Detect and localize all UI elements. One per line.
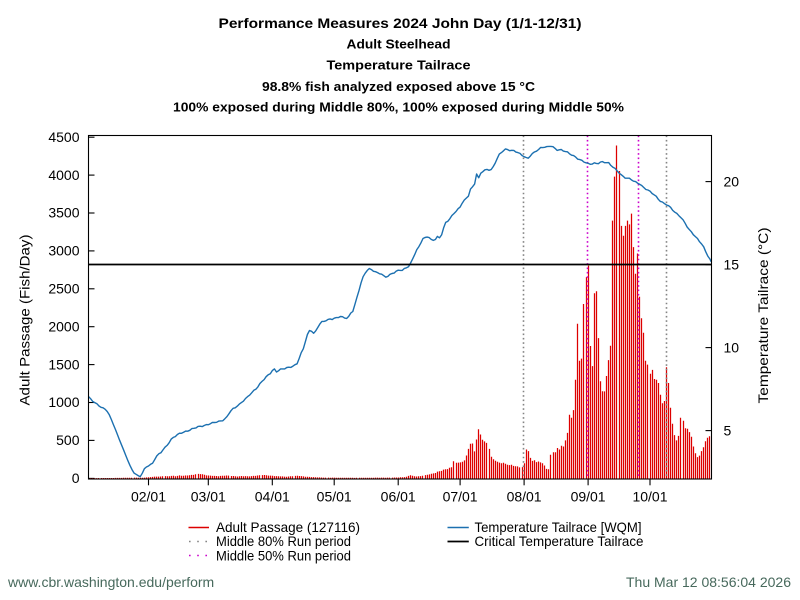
- svg-text:08/01: 08/01: [507, 488, 542, 504]
- svg-text:www.cbr.washington.edu/perform: www.cbr.washington.edu/perform: [7, 574, 214, 590]
- svg-text:Performance Measures 2024 John: Performance Measures 2024 John Day (1/1-…: [219, 15, 582, 31]
- svg-text:Temperature Tailrace [WQM]: Temperature Tailrace [WQM]: [475, 519, 642, 535]
- svg-text:Middle 50% Run period: Middle 50% Run period: [216, 547, 351, 563]
- svg-text:03/01: 03/01: [191, 488, 226, 504]
- svg-text:20: 20: [724, 173, 740, 189]
- svg-text:Adult Steelhead: Adult Steelhead: [347, 36, 451, 51]
- svg-text:500: 500: [56, 432, 80, 448]
- svg-text:10/01: 10/01: [632, 488, 667, 504]
- svg-text:3500: 3500: [48, 205, 79, 221]
- svg-text:06/01: 06/01: [381, 488, 416, 504]
- svg-text:Temperature Tailrace (°C): Temperature Tailrace (°C): [755, 228, 771, 404]
- svg-text:2500: 2500: [48, 281, 79, 297]
- svg-text:07/01: 07/01: [443, 488, 478, 504]
- svg-text:09/01: 09/01: [571, 488, 606, 504]
- svg-text:10: 10: [724, 339, 740, 355]
- svg-text:Middle 80% Run period: Middle 80% Run period: [216, 533, 351, 549]
- svg-text:4000: 4000: [48, 167, 79, 183]
- svg-text:Adult Passage (127116): Adult Passage (127116): [216, 519, 360, 535]
- svg-text:1500: 1500: [48, 356, 79, 372]
- svg-text:Critical Temperature Tailrace: Critical Temperature Tailrace: [475, 533, 644, 549]
- svg-text:05/01: 05/01: [317, 488, 352, 504]
- svg-text:2000: 2000: [48, 318, 79, 334]
- svg-text:Adult Passage (Fish/Day): Adult Passage (Fish/Day): [17, 235, 33, 406]
- svg-text:15: 15: [724, 256, 740, 272]
- svg-text:04/01: 04/01: [255, 488, 290, 504]
- svg-text:Temperature Tailrace: Temperature Tailrace: [327, 58, 471, 73]
- svg-text:5: 5: [724, 422, 732, 438]
- svg-text:02/01: 02/01: [131, 488, 166, 504]
- svg-text:98.8% fish analyzed exposed ab: 98.8% fish analyzed exposed above 15 °C: [262, 79, 536, 94]
- svg-text:1000: 1000: [48, 394, 79, 410]
- svg-text:0: 0: [72, 470, 80, 486]
- svg-text:Thu Mar 12 08:56:04 2026: Thu Mar 12 08:56:04 2026: [626, 574, 791, 590]
- svg-text:3000: 3000: [48, 243, 79, 259]
- svg-text:4500: 4500: [48, 129, 79, 145]
- svg-text:100% exposed during Middle 80%: 100% exposed during Middle 80%, 100% exp…: [173, 100, 624, 115]
